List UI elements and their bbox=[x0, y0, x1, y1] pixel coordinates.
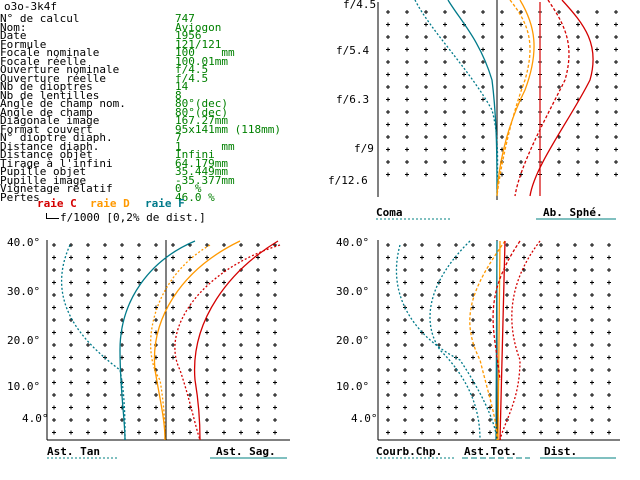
coma-aperture-label-1: f/4.5 bbox=[343, 0, 377, 11]
astig-curve-c-tan bbox=[174, 244, 281, 441]
spec-label: Pupille objet bbox=[0, 165, 87, 178]
field-field-label-5: 4.0° bbox=[351, 412, 378, 425]
spec-label: Diagonale image bbox=[0, 114, 100, 127]
spec-value: 100 mm bbox=[175, 46, 235, 59]
sph-curve-c-dash bbox=[514, 0, 570, 197]
field-curve-d-asttot bbox=[469, 240, 506, 441]
astig-field-label-4: 10.0° bbox=[7, 380, 41, 393]
astig-field-label-5: 4.0° bbox=[22, 412, 49, 425]
coma-aperture-label-4: f/9 bbox=[354, 142, 374, 155]
astig-curve-f-tan bbox=[60, 244, 126, 441]
spec-label: Nb de lentilles bbox=[0, 88, 100, 102]
sph-curve-d-dash bbox=[496, 0, 531, 197]
coma-curve-f bbox=[414, 0, 499, 197]
astig-field-label-2: 30.0° bbox=[7, 285, 41, 298]
spec-label: Format couvert bbox=[0, 122, 93, 136]
astig-footer-right: Ast. Sag. bbox=[216, 445, 276, 458]
spec-value: 1 mm bbox=[175, 139, 235, 153]
astig-field-label-1: 40.0° bbox=[7, 236, 41, 249]
coma-footer-left: Coma bbox=[376, 206, 403, 219]
field-curve-f-tan bbox=[395, 244, 498, 441]
spec-label: Focale nominale bbox=[0, 46, 100, 59]
legend-raie-f: raie F bbox=[145, 197, 185, 210]
coma-plot bbox=[377, 0, 618, 200]
scale-legend: f/1000 [0,2% de dist.] bbox=[60, 211, 206, 224]
spec-label: Nom: bbox=[0, 20, 27, 34]
sph-curve-d bbox=[496, 0, 535, 197]
spec-label: Pupille image bbox=[0, 173, 87, 187]
spec-label: Distance objet bbox=[0, 148, 93, 161]
field-footer-right: Dist. bbox=[544, 445, 578, 458]
spec-value: 46.0 % bbox=[175, 190, 215, 204]
coma-aperture-label-3: f/6.3 bbox=[336, 93, 370, 106]
field-curve-d-dist bbox=[497, 240, 501, 441]
astig-footer-left: Ast. Tan bbox=[47, 445, 100, 458]
field-field-label-1: 40.0° bbox=[336, 236, 370, 249]
spec-value: -35.377mm bbox=[175, 173, 235, 187]
spec-label: Ouverture réelle bbox=[0, 71, 106, 85]
coma-aperture-label-2: f/5.4 bbox=[336, 44, 370, 57]
field-curve-c-dist bbox=[499, 240, 506, 441]
spec-value: 8 bbox=[175, 88, 182, 102]
spec-value: 95x141mm (118mm) bbox=[175, 122, 281, 136]
legend-raie-c: raie C bbox=[37, 197, 77, 210]
spec-value: 7 bbox=[175, 131, 182, 144]
spec-value: 14 bbox=[175, 80, 189, 93]
field-curve-f-dist bbox=[495, 240, 498, 441]
spec-label: Pertes bbox=[0, 190, 40, 204]
spec-value: Infini bbox=[175, 148, 215, 161]
spec-label: Nb de dioptres bbox=[0, 80, 93, 93]
spec-label: Tirage à l'infini bbox=[0, 156, 113, 170]
spec-label: N° de calcul bbox=[0, 12, 80, 25]
astig-curve-d-sag bbox=[153, 240, 241, 441]
spec-value: 100.01mm bbox=[175, 54, 228, 68]
spec-value: f/4.5 bbox=[175, 71, 209, 85]
window-title: o3o-3k4f bbox=[4, 0, 57, 13]
legend-raie-d: raie D bbox=[90, 197, 130, 210]
field-field-label-2: 30.0° bbox=[336, 285, 370, 298]
spec-label: Date bbox=[0, 29, 27, 42]
scale-bar-icon bbox=[46, 213, 59, 219]
field-plot bbox=[377, 240, 620, 441]
spec-label: Angle de champ nom. bbox=[0, 97, 126, 110]
coma-curve-f-solid bbox=[447, 0, 498, 197]
field-footer-mid: Ast.Tot. bbox=[464, 445, 517, 458]
spec-label: N° dioptre diaph. bbox=[0, 131, 113, 144]
coma-aperture-label-5: f/12.6 bbox=[328, 174, 368, 187]
spec-value: 80°(dec) bbox=[175, 97, 228, 110]
field-curve-c-tan bbox=[499, 240, 541, 441]
astig-curve-c-sag bbox=[193, 240, 279, 441]
astig-curve-d-tan bbox=[150, 244, 211, 441]
astig-curve-f-sag bbox=[119, 240, 196, 441]
astig-plot bbox=[46, 240, 290, 441]
spec-value: 747 bbox=[175, 12, 195, 25]
spec-value: 35.449mm bbox=[175, 165, 228, 178]
field-curve-c-asttot bbox=[492, 240, 521, 381]
spec-value: f/4.5 bbox=[175, 63, 209, 76]
spec-value: Aviogon bbox=[175, 20, 222, 34]
field-footer-left: Courb.Chp. bbox=[376, 445, 443, 458]
spec-value: 80°(dec) bbox=[175, 105, 228, 119]
spec-label: Focale réelle bbox=[0, 54, 87, 68]
spec-label: Formule bbox=[0, 37, 47, 51]
spec-value: 121/121 bbox=[175, 37, 222, 51]
spec-value: 0 % bbox=[175, 182, 202, 195]
spec-value: 1956 bbox=[175, 29, 202, 42]
field-field-label-3: 20.0° bbox=[336, 334, 370, 347]
coma-footer-right: Ab. Sphé. bbox=[543, 206, 603, 219]
spec-label: Ouverture nominale bbox=[0, 63, 120, 76]
astig-field-label-3: 20.0° bbox=[7, 334, 41, 347]
spec-value: 64.179mm bbox=[175, 156, 228, 170]
spec-label: Vignetage relatif bbox=[0, 182, 113, 195]
spec-value: 167.27mm bbox=[175, 114, 228, 127]
spec-label: Distance diaph. bbox=[0, 139, 100, 153]
field-field-label-4: 10.0° bbox=[336, 380, 370, 393]
spec-label: Angle de champ bbox=[0, 105, 93, 119]
